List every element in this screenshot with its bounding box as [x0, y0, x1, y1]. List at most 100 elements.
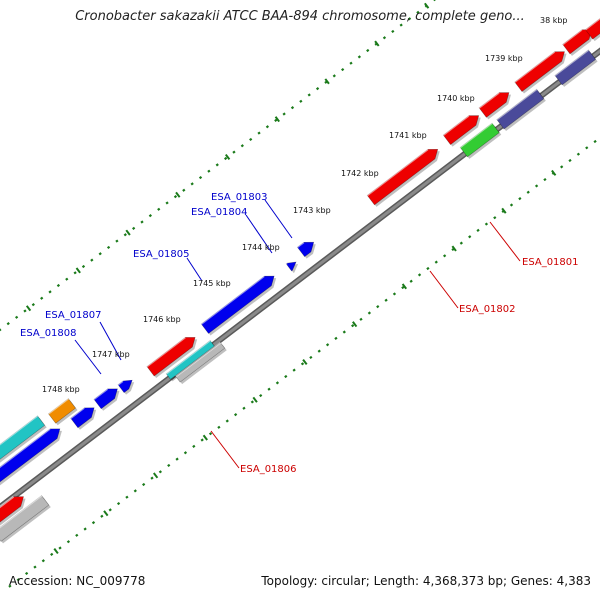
inner-tick-dot [459, 241, 463, 245]
outer-tick-dot [382, 36, 387, 40]
leader-line [264, 199, 293, 239]
outer-tick-dot [81, 264, 86, 269]
gene-highlight [496, 88, 538, 121]
gene-label: ESA_01804 [191, 207, 248, 218]
gene-label: ESA_01806 [240, 464, 297, 475]
inner-tick-dot [267, 387, 271, 391]
tick-rings [0, 0, 597, 588]
inner-tick-dot [58, 546, 62, 550]
map-title: Cronobacter sakazakii ATCC BAA-894 chrom… [75, 9, 525, 24]
inner-tick-dot [259, 393, 263, 398]
leader-line [99, 321, 122, 361]
chromosome-backbone [0, 47, 600, 511]
leader-line [210, 430, 240, 469]
outer-tick-dot [190, 182, 194, 186]
outer-tick-dot [341, 67, 345, 72]
gene-highlight [296, 241, 305, 248]
gene-highlight [117, 380, 124, 386]
tick-label: 1742 kbp [341, 169, 379, 178]
inner-tick-dot [208, 432, 213, 436]
inner-tick-dot [560, 165, 564, 169]
inner-tick-dot [367, 311, 372, 315]
accession-text: Accession: NC_009778 [9, 574, 146, 588]
outer-tick-dot [73, 271, 77, 275]
outer-tick-dot [282, 112, 286, 116]
outer-tick-dot [157, 207, 161, 211]
gene-highlight [514, 50, 556, 83]
inner-tick-dot [24, 571, 29, 576]
inner-tick-dot [233, 413, 238, 417]
outer-tick-dot [215, 163, 219, 167]
gene-highlight [0, 428, 51, 469]
inner-tick-dot [150, 476, 154, 480]
inner-tick-dot [50, 552, 54, 556]
inner-tick-dot [409, 279, 413, 283]
major-tick [252, 396, 258, 403]
major-tick [175, 191, 181, 198]
backbone-inner [0, 49, 600, 509]
gene-highlight [478, 91, 500, 109]
outer-tick-dot [6, 322, 10, 326]
inner-tick-dot [167, 463, 171, 468]
outer-tick-dot [366, 48, 370, 53]
inner-tick-dot [434, 260, 438, 264]
outer-tick-dot [106, 245, 111, 250]
inner-tick-dot [8, 584, 12, 588]
leader-line [489, 221, 521, 262]
inner-tick-dot [351, 324, 355, 328]
gene-highlight [562, 28, 583, 46]
inner-tick-dot [493, 216, 497, 220]
leader-line [74, 339, 102, 375]
gene-highlight [442, 114, 470, 136]
major-tick [25, 305, 32, 312]
outer-tick-dot [173, 194, 178, 199]
inner-tick-dot [417, 273, 422, 277]
outer-tick-dot [14, 315, 19, 319]
inner-tick-dot [142, 482, 146, 487]
gene-highlight [0, 414, 39, 446]
outer-tick-dot [23, 309, 27, 313]
inner-tick-dot [593, 139, 597, 144]
major-tick [302, 358, 308, 365]
inner-tick-dot [543, 177, 547, 182]
major-tick [53, 548, 59, 555]
outer-tick-dot [240, 144, 244, 148]
gene-highlight [366, 148, 429, 197]
gene-labels: ESA_01801 ESA_01802 ESA_01803 ESA_01804 ESA_… [20, 192, 579, 475]
inner-tick-dot [476, 228, 480, 232]
outer-tick-dot [65, 277, 69, 281]
inner-tick-dot [275, 381, 280, 385]
inner-tick-dot [300, 362, 305, 366]
gene-highlight [285, 262, 288, 265]
major-tick [551, 169, 557, 176]
inner-tick-dot [526, 190, 530, 194]
gene-label: ESA_01805 [133, 249, 190, 260]
inner-tick-dot [509, 203, 514, 207]
outer-tick-dot [315, 87, 320, 91]
inner-tick-dot [66, 540, 71, 544]
gene-highlight [146, 336, 186, 368]
outer-tick-dot [232, 150, 236, 154]
outer-tick-dot [140, 220, 144, 224]
major-tick [324, 78, 330, 85]
inner-tick-dot [33, 565, 37, 569]
inner-tick-dot [334, 336, 338, 340]
inner-tick-dot [200, 438, 204, 442]
major-tick [152, 472, 159, 479]
inner-tick-dot [534, 184, 539, 188]
inner-tick-dot [426, 266, 430, 271]
inner-tick-dot [384, 298, 388, 302]
inner-tick-dot [342, 330, 346, 334]
outer-tick-dot [307, 93, 311, 97]
outer-tick-dot [132, 226, 136, 230]
inner-tick-dot [83, 527, 87, 531]
tick-label: 1745 kbp [193, 279, 231, 288]
inner-tick-dot [16, 578, 20, 582]
gene-label: ESA_01803 [211, 192, 268, 203]
inner-tick-dot [401, 285, 405, 290]
gene-highlight [554, 49, 589, 77]
outer-tick-dot [399, 23, 403, 27]
major-tick [202, 434, 208, 441]
inner-tick-dot [576, 152, 581, 156]
